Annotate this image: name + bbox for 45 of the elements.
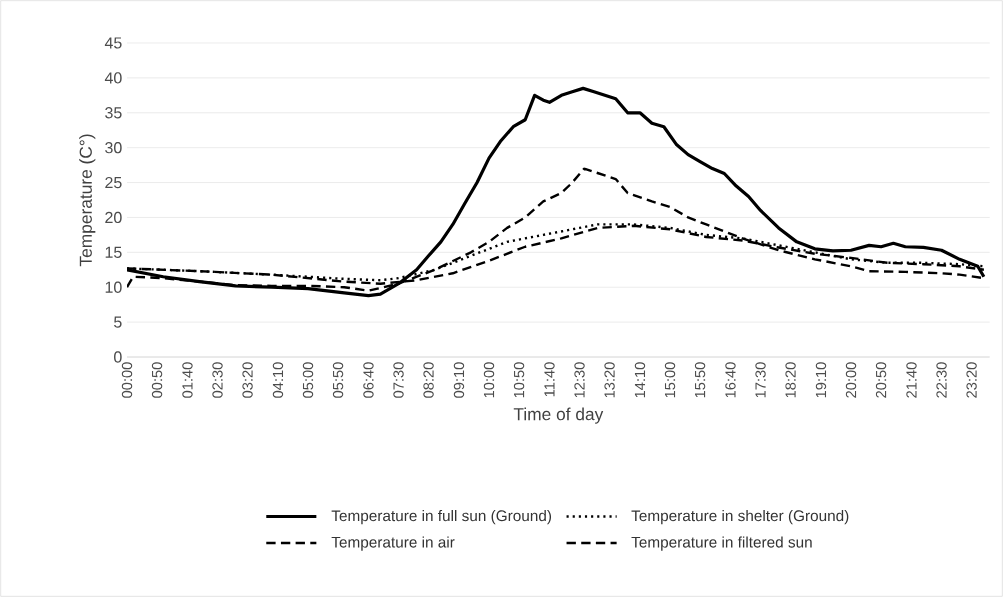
x-tick-label: 14:10: [634, 362, 646, 398]
legend-label: Temperature in filtered sun: [631, 536, 812, 551]
x-tick-label: 00:50: [151, 362, 163, 398]
legend-label: Temperature in full sun (Ground): [331, 509, 552, 525]
x-tick-label: 01:40: [182, 362, 193, 398]
y-tick-label: 35: [105, 107, 122, 119]
y-tick-label: 25: [105, 176, 122, 189]
x-tick-label: 11:40: [544, 362, 555, 397]
x-tick-label: 13:20: [604, 362, 615, 398]
x-tick-label: 15:00: [664, 362, 676, 398]
y-tick-label: 30: [105, 142, 122, 154]
y-tick-label: 20: [105, 211, 122, 224]
legend-label: Temperature in air: [331, 536, 455, 551]
x-tick-label: 00:00: [121, 362, 133, 398]
x-tick-label: 17:30: [755, 362, 766, 398]
y-tick-label: 0: [114, 351, 122, 363]
x-tick-label: 15:50: [694, 362, 706, 398]
x-tick-label: 05:00: [302, 362, 314, 398]
x-tick-label: 04:10: [272, 362, 284, 398]
legend-label: Temperature in shelter (Ground): [631, 509, 849, 525]
x-tick-label: 21:40: [906, 362, 917, 398]
x-tick-label: 09:10: [453, 362, 465, 398]
x-tick-label: 02:30: [212, 362, 223, 398]
x-tick-label: 03:20: [242, 362, 253, 398]
x-tick-label: 08:20: [423, 362, 434, 398]
x-tick-label: 23:20: [966, 362, 977, 398]
x-tick-label: 16:40: [725, 362, 736, 398]
y-tick-label: 15: [105, 246, 122, 258]
y-tick-label: 5: [114, 316, 122, 328]
x-tick-label: 20:50: [875, 362, 887, 398]
x-tick-label: 05:50: [332, 362, 344, 398]
x-tick-label: 07:30: [393, 362, 404, 398]
x-axis-title: Time of day: [513, 407, 604, 424]
x-tick-label: 18:20: [785, 362, 796, 398]
x-tick-label: 12:30: [574, 362, 585, 398]
x-tick-label: 19:10: [815, 362, 827, 398]
x-tick-label: 20:00: [845, 362, 857, 398]
x-tick-label: 06:40: [363, 362, 374, 398]
y-tick-label: 40: [104, 72, 122, 84]
x-tick-label: 22:30: [936, 362, 947, 398]
x-tick-label: 10:50: [513, 362, 525, 398]
y-tick-label: 45: [104, 37, 122, 49]
y-axis-title: Temperature (C°): [79, 134, 96, 267]
x-tick-label: 10:00: [483, 362, 495, 398]
y-tick-label: 10: [105, 281, 122, 293]
